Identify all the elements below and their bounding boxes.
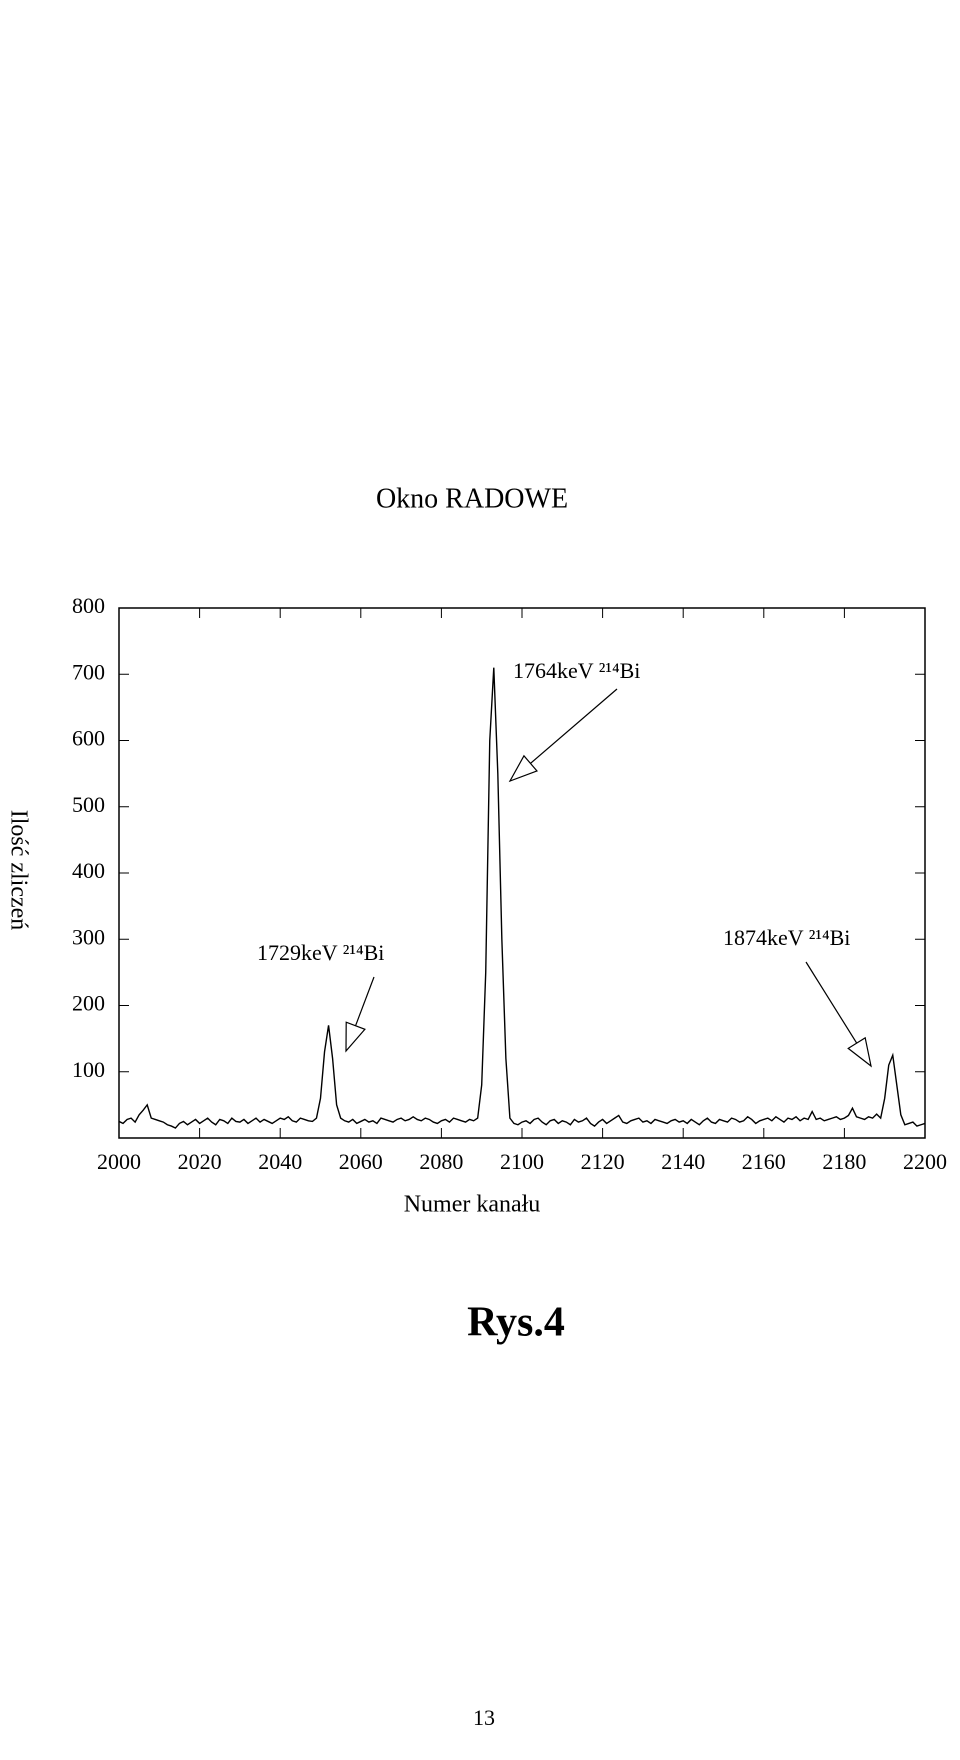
page-number: 13 xyxy=(473,1705,495,1730)
figure-caption: Rys.4 xyxy=(467,1300,565,1346)
chart-title: Okno RADOWE xyxy=(376,483,568,514)
y-tick-label: 800 xyxy=(72,593,105,618)
annotation-arrow xyxy=(345,976,375,1053)
annotation-arrow xyxy=(508,688,618,783)
x-tick-label: 2180 xyxy=(822,1149,866,1174)
annotation-arrow xyxy=(805,961,872,1068)
y-tick-label: 600 xyxy=(72,726,105,751)
y-tick-label: 200 xyxy=(72,991,105,1016)
x-tick-label: 2040 xyxy=(258,1149,302,1174)
x-tick-label: 2100 xyxy=(500,1149,544,1174)
x-tick-label: 2160 xyxy=(742,1149,786,1174)
x-tick-label: 2000 xyxy=(97,1149,141,1174)
data-line xyxy=(118,667,926,1129)
y-tick-label: 500 xyxy=(72,792,105,817)
x-tick-label: 2140 xyxy=(661,1149,705,1174)
annotation: 1874keV ²¹⁴Bi xyxy=(723,925,850,950)
y-tick-label: 300 xyxy=(72,924,105,949)
annotation: 1764keV ²¹⁴Bi xyxy=(513,658,640,683)
plot-frame xyxy=(118,607,926,1139)
y-axis-label: Ilość zliczeń xyxy=(5,810,31,931)
x-tick-label: 2120 xyxy=(581,1149,625,1174)
x-tick-label: 2200 xyxy=(903,1149,947,1174)
y-tick-label: 700 xyxy=(72,659,105,684)
y-tick-label: 400 xyxy=(72,858,105,883)
annotation: 1729keV ²¹⁴Bi xyxy=(257,940,384,965)
x-tick-label: 2080 xyxy=(419,1149,463,1174)
x-tick-label: 2060 xyxy=(339,1149,383,1174)
x-tick-label: 2020 xyxy=(178,1149,222,1174)
x-axis-label: Numer kanału xyxy=(404,1192,541,1218)
y-tick-label: 100 xyxy=(72,1057,105,1082)
